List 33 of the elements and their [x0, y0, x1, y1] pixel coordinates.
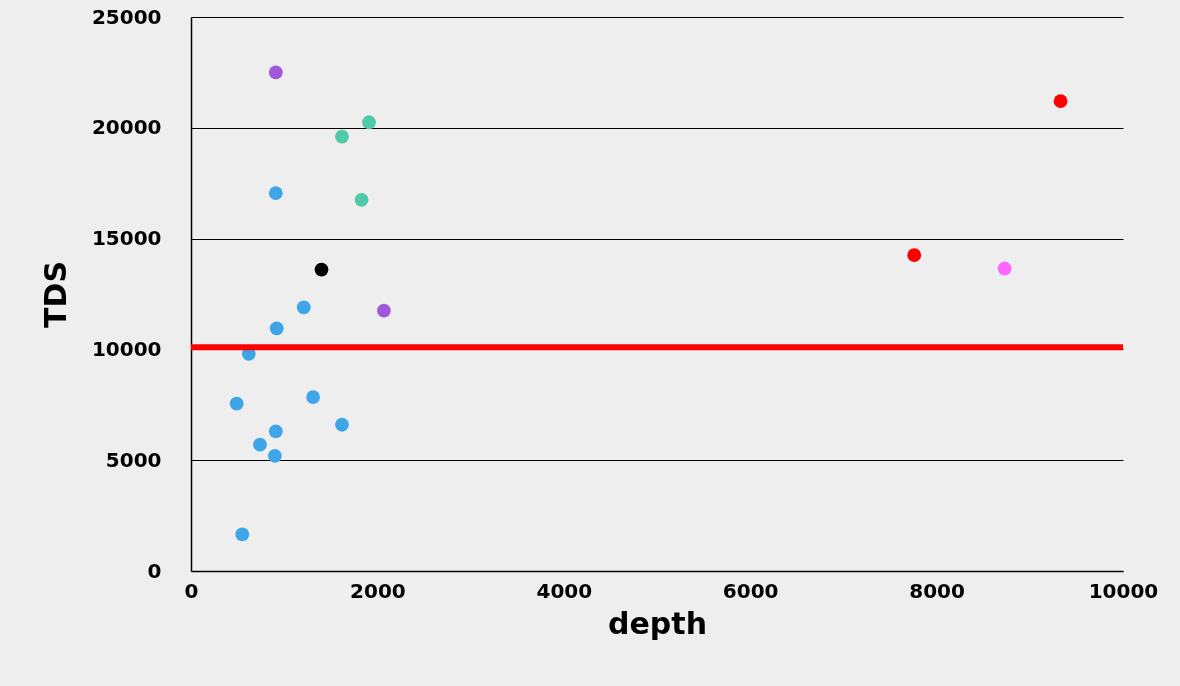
point [335, 129, 349, 144]
point [235, 527, 250, 542]
y-tick-label: 10000 [91, 336, 162, 361]
y-tick-label: 25000 [91, 4, 162, 29]
x-tick-label: 8000 [909, 578, 965, 603]
x-tick-label: 2000 [350, 578, 406, 603]
point [907, 248, 922, 263]
point [362, 115, 376, 130]
point [306, 390, 320, 404]
x-tick-label: 10000 [1088, 578, 1159, 603]
point [268, 186, 283, 201]
x-tick-label: 4000 [536, 578, 593, 603]
point [354, 192, 369, 207]
y-tick-label: 15000 [91, 226, 162, 251]
point [1053, 94, 1068, 109]
y-axis-title: TDS [37, 261, 73, 328]
point [268, 65, 283, 80]
y-tick-label: 20000 [91, 115, 162, 140]
point [269, 321, 284, 336]
point [296, 300, 311, 315]
y-tick-label: 5000 [105, 447, 162, 472]
point [267, 448, 282, 463]
y-tick-label: 0 [147, 558, 162, 583]
point [253, 437, 267, 452]
x-tick-label: 6000 [722, 578, 779, 603]
x-axis-title: depth [608, 605, 707, 641]
point [314, 262, 329, 277]
point [268, 424, 283, 439]
point [377, 303, 391, 318]
point [997, 261, 1012, 276]
point [229, 396, 244, 411]
point [335, 417, 349, 432]
x-tick-label: 0 [184, 578, 199, 603]
